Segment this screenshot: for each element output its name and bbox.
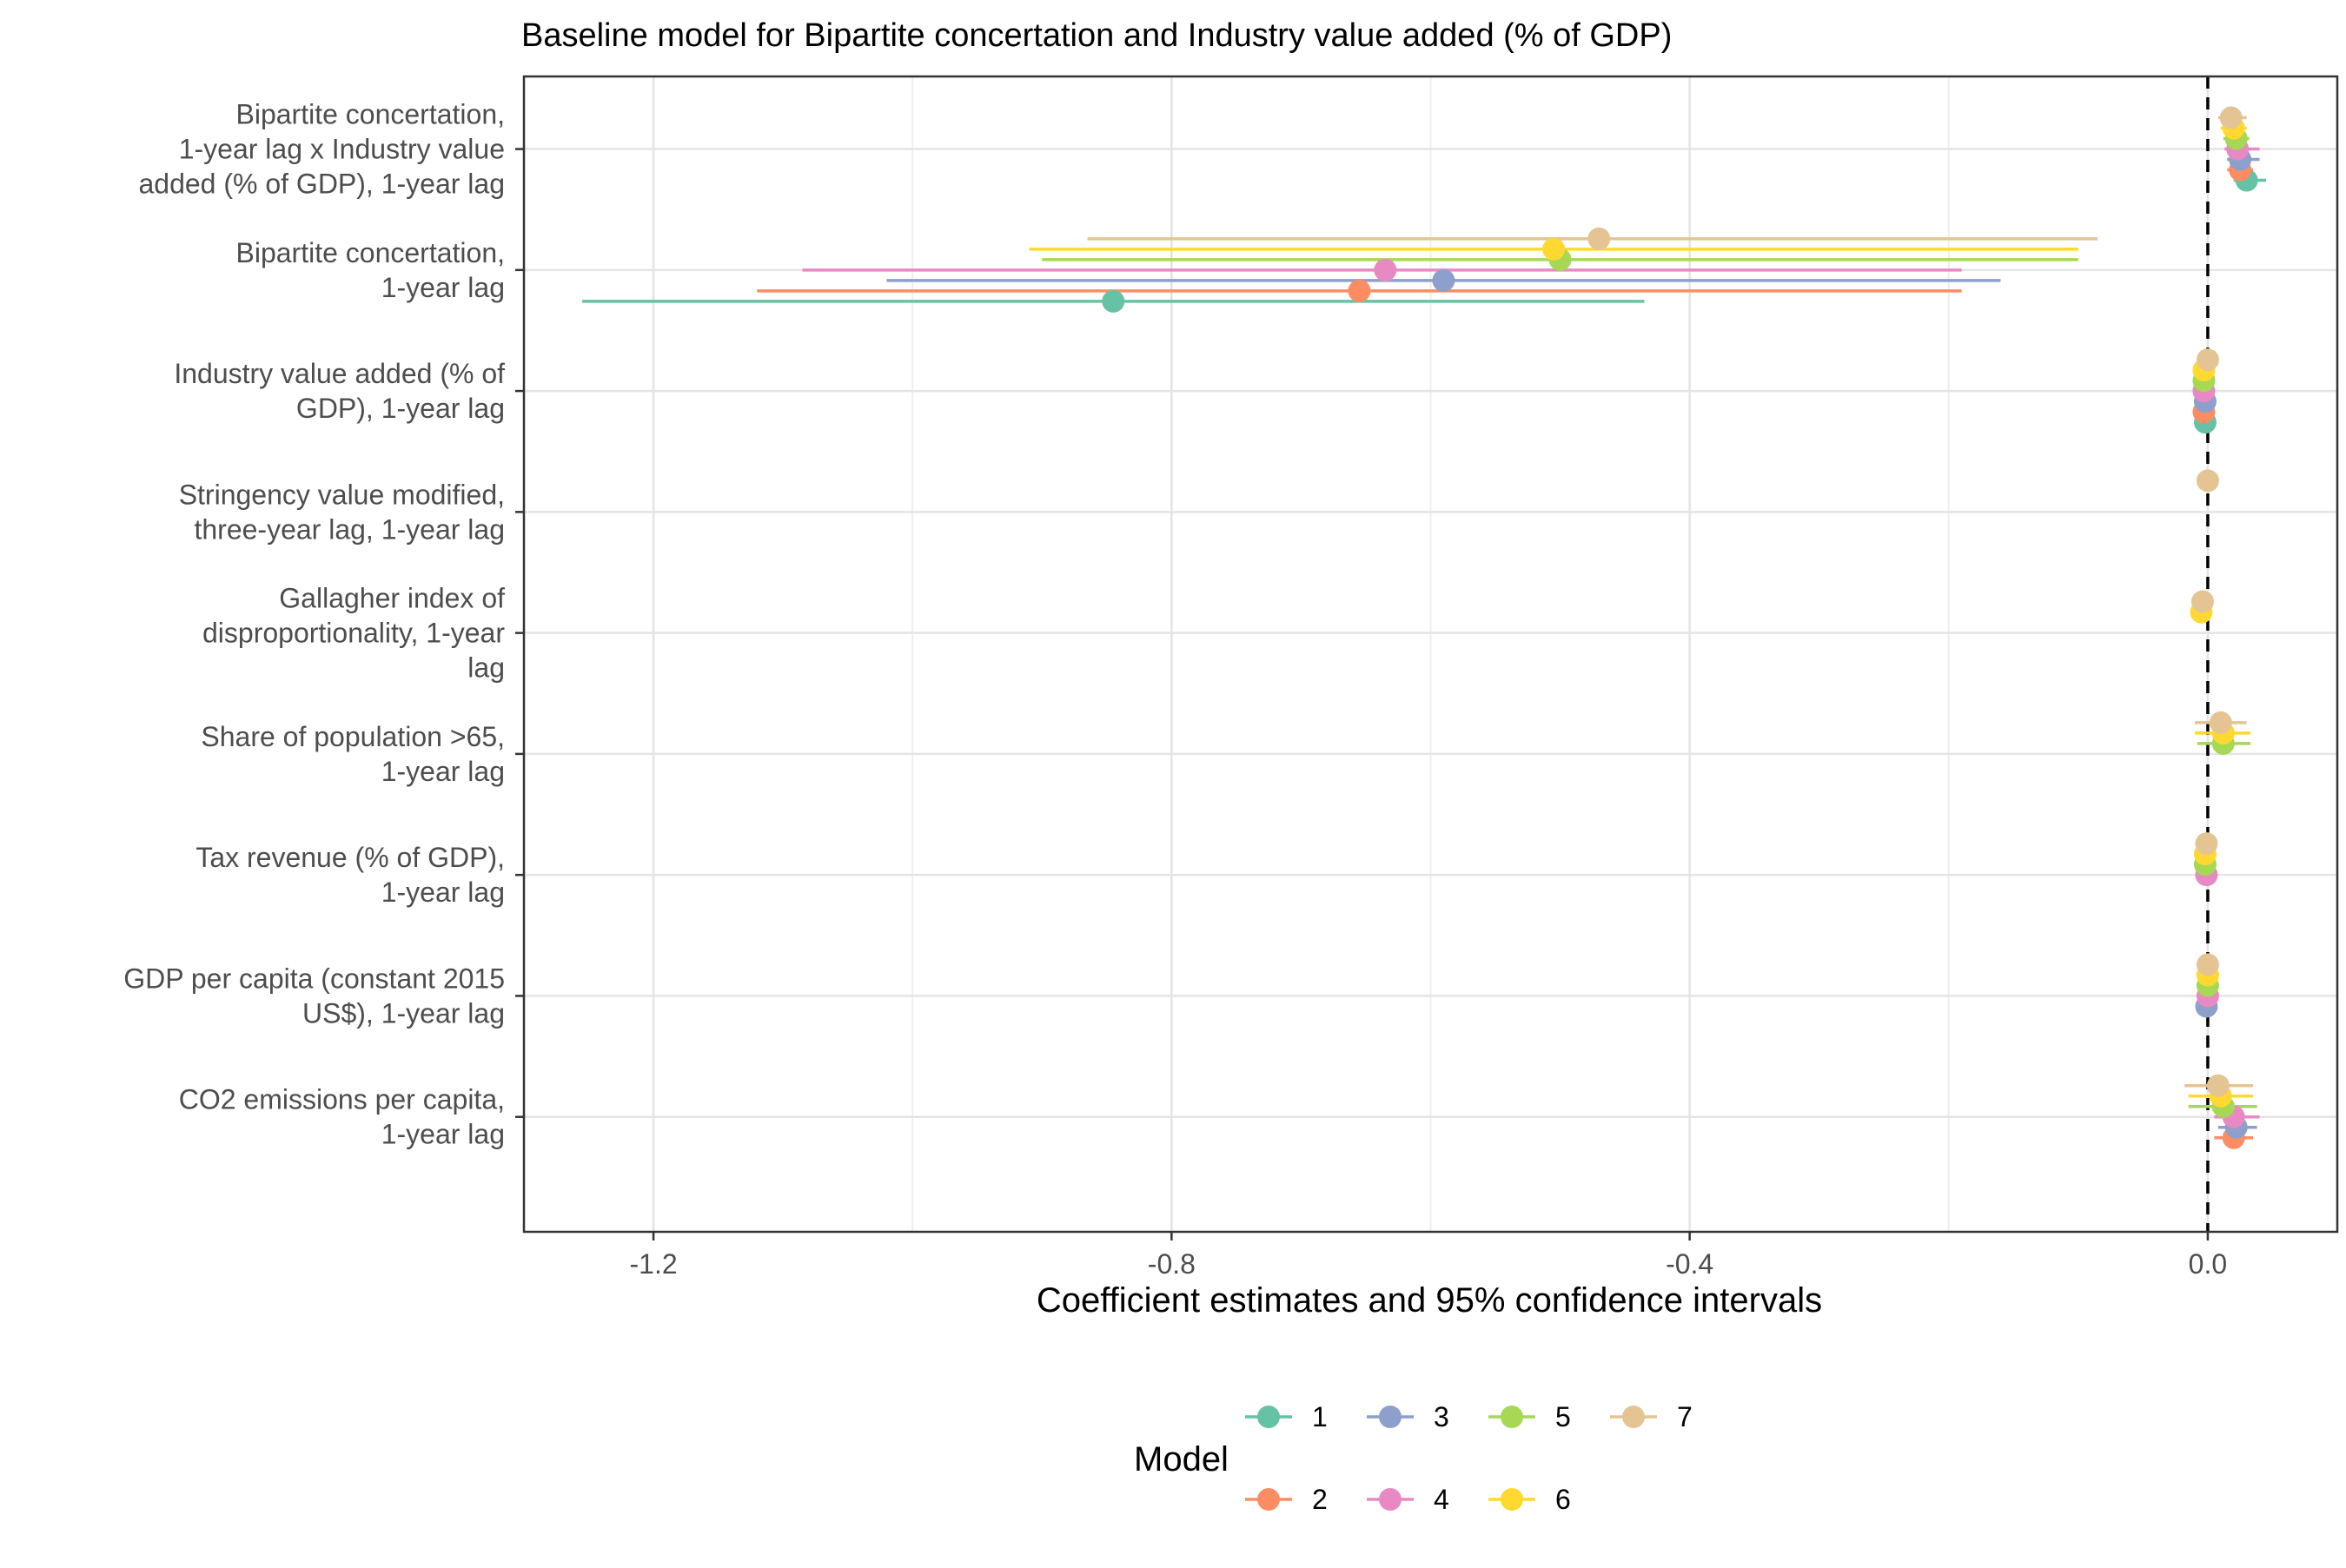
panel-border xyxy=(522,75,2339,1234)
y-term-label: Bipartite concertation, 1-year lag x Indu… xyxy=(138,99,505,200)
legend-key: 7 xyxy=(1610,1401,1693,1432)
estimate-point xyxy=(2209,711,2232,734)
y-term-label: Stringency value modified, three-year lag… xyxy=(179,479,505,545)
y-term-label: Gallagher index of disproportionality, 1-… xyxy=(202,583,505,684)
y-term-label: GDP per capita (constant 2015 US$), 1-yea… xyxy=(123,963,505,1029)
legend-key-point xyxy=(1501,1406,1523,1428)
legend: Model 1 2 3 4 5 6 7 xyxy=(1134,1401,1693,1515)
x-tick-label: 0.0 xyxy=(2189,1248,2227,1280)
estimate-point xyxy=(1102,289,1125,313)
legend-key: 6 xyxy=(1488,1484,1571,1515)
estimate-point xyxy=(1432,268,1455,292)
legend-label: 4 xyxy=(1434,1484,1449,1515)
axes-layer: -1.2 -0.8 -0.4 0.0 Bipartite concertation, 1-… xyxy=(123,75,2339,1280)
legend-key: 3 xyxy=(1367,1401,1449,1432)
legend-key: 5 xyxy=(1488,1401,1571,1432)
estimate-point xyxy=(1587,227,1611,250)
y-term-label: Bipartite concertation, 1-year lag xyxy=(236,237,506,303)
legend-key-point xyxy=(1257,1406,1280,1428)
legend-label: 6 xyxy=(1555,1484,1571,1515)
y-term-label: CO2 emissions per capita, 1-year lag xyxy=(179,1084,505,1150)
x-tick-label: -1.2 xyxy=(630,1248,678,1280)
legend-key-point xyxy=(1257,1488,1280,1511)
estimate-point xyxy=(2196,348,2219,372)
legend-key: 4 xyxy=(1367,1484,1449,1515)
estimate-point xyxy=(2196,953,2219,976)
estimate-point xyxy=(2219,106,2243,129)
estimate-point xyxy=(1348,279,1371,302)
estimate-point xyxy=(1542,237,1566,261)
legend-key-point xyxy=(1379,1488,1402,1511)
legend-key-point xyxy=(1501,1488,1523,1511)
legend-key-point xyxy=(1622,1406,1645,1428)
legend-label: 5 xyxy=(1555,1401,1571,1432)
y-term-label: Tax revenue (% of GDP), 1-year lag xyxy=(196,842,505,908)
estimate-point xyxy=(1374,258,1397,281)
marks-layer xyxy=(582,76,2267,1232)
estimate-point xyxy=(2190,590,2214,613)
y-term-label: Share of population >65, 1-year lag xyxy=(201,721,505,787)
x-tick-label: -0.4 xyxy=(1666,1248,1713,1280)
estimate-point xyxy=(2196,469,2219,493)
x-tick-label: -0.8 xyxy=(1148,1248,1196,1280)
legend-label: 3 xyxy=(1434,1401,1449,1432)
legend-key: 1 xyxy=(1245,1401,1328,1432)
legend-label: 7 xyxy=(1677,1401,1693,1432)
legend-key: 2 xyxy=(1245,1484,1328,1515)
y-term-label: Industry value added (% of GDP), 1-year l… xyxy=(174,358,505,424)
chart-title: Baseline model for Bipartite concertatio… xyxy=(521,17,1672,54)
legend-key-point xyxy=(1379,1406,1402,1428)
legend-title: Model xyxy=(1134,1440,1229,1479)
legend-label: 1 xyxy=(1312,1401,1328,1432)
x-axis-title: Coefficient estimates and 95% confidence… xyxy=(1037,1281,1822,1320)
estimate-point xyxy=(2206,1074,2230,1097)
estimate-point xyxy=(2195,832,2218,856)
legend-label: 2 xyxy=(1312,1484,1328,1515)
